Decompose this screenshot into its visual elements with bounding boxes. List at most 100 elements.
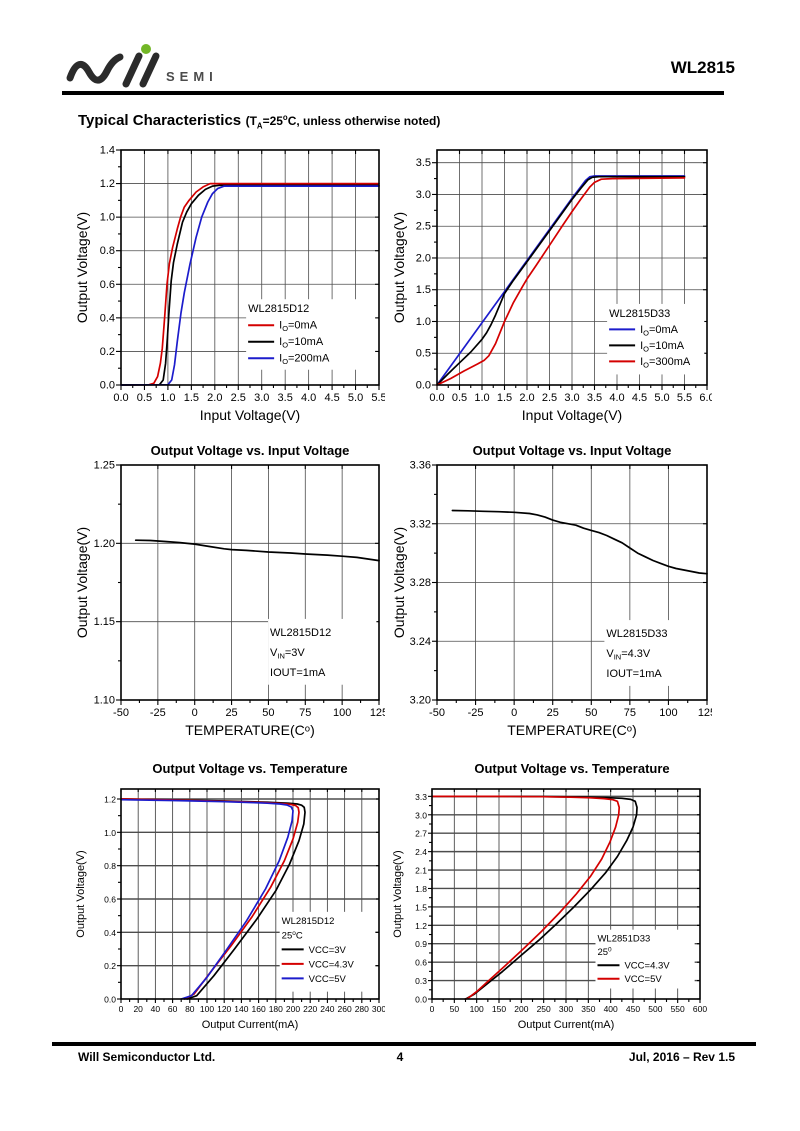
svg-text:0.0: 0.0 [415,995,427,1005]
chart-canvas-vout-vs-vin-d33: WL2815D33 IO=0mA IO=10mA IO=300mA 0.0 0.5 1.0 1… [391,149,715,423]
svg-text:3.36: 3.36 [410,460,431,472]
svg-text:140: 140 [234,1004,248,1014]
svg-text:50: 50 [450,1004,460,1014]
svg-text:350: 350 [581,1004,595,1014]
svg-text:TEMPERATURE(Co): TEMPERATURE(Co) [507,722,637,738]
svg-text:5.5: 5.5 [371,392,385,404]
svg-text:125: 125 [370,707,385,719]
svg-text:400: 400 [604,1004,618,1014]
svg-text:0.0: 0.0 [429,392,444,404]
svg-text:60: 60 [168,1004,178,1014]
svg-text:Output Voltage(V): Output Voltage(V) [392,212,407,323]
svg-text:1.5: 1.5 [497,392,512,404]
svg-text:Output Voltage(V): Output Voltage(V) [392,850,404,937]
svg-text:25oC: 25oC [282,930,303,942]
section-subtitle: (TA=25oC, unless otherwise noted) [245,113,441,131]
svg-text:25: 25 [547,707,559,719]
svg-text:2.7: 2.7 [415,829,427,839]
footer-revision: Jul, 2016 – Rev 1.5 [628,1050,735,1064]
svg-text:2.0: 2.0 [519,392,534,404]
svg-text:0.0: 0.0 [104,995,116,1005]
svg-text:VCC=5V: VCC=5V [624,974,662,985]
svg-text:0: 0 [119,1004,124,1014]
svg-text:1.5: 1.5 [416,284,431,296]
chart-canvas-vout-vs-iout-d33: WL2851D33 250 VCC=4.3V VCC=5V 0 50 100 150 200 25… [392,788,707,1031]
svg-text:-50: -50 [113,707,129,719]
svg-text:40: 40 [151,1004,161,1014]
part-number: WL2815 [670,58,735,77]
svg-text:600: 600 [693,1004,707,1014]
svg-text:IOUT=1mA: IOUT=1mA [606,668,662,680]
will-semi-logo: SEMI [62,44,242,97]
svg-text:100: 100 [659,707,677,719]
svg-text:Output Current(mA): Output Current(mA) [518,1019,615,1031]
chart-vout-vs-iout-d12: WL2815D12 25oC VCC=3V VCC=4.3V VCC=5V 0 20 40 60… [75,778,386,1041]
footer-company: Will Semiconductor Ltd. [78,1050,216,1064]
svg-text:125: 125 [698,707,712,719]
svg-text:250: 250 [537,1004,551,1014]
section-heading: Typical Characteristics (TA=25oC, unless… [78,112,440,130]
chart-caption: Output Voltage vs. Temperature [474,761,670,776]
chart-caption: Output Voltage vs. Input Voltage [150,443,350,458]
svg-text:200: 200 [514,1004,528,1014]
chart-vout-vs-temp-d12: WL2815D12 VIN=3V IOUT=1mA -50 -25 0 25 50 75 100 1… [74,452,388,777]
svg-text:0.9: 0.9 [415,939,427,949]
svg-text:IOUT=1mA: IOUT=1mA [270,667,326,679]
svg-text:0: 0 [192,707,198,719]
svg-text:VCC=3V: VCC=3V [309,945,347,956]
svg-text:4.0: 4.0 [301,392,316,404]
svg-text:1.10: 1.10 [94,695,115,707]
svg-text:Output Voltage(V): Output Voltage(V) [392,527,407,638]
svg-text:3.0: 3.0 [416,189,431,201]
svg-text:5.0: 5.0 [654,392,669,404]
chart-canvas-vout-vs-temp-d12: WL2815D12 VIN=3V IOUT=1mA -50 -25 0 25 50 75 100 1… [74,460,388,739]
svg-text:WL2815D12: WL2815D12 [270,627,331,639]
svg-text:VIN=4.3V: VIN=4.3V [606,648,651,662]
svg-text:50: 50 [585,707,597,719]
svg-text:IO=300mA: IO=300mA [640,356,691,370]
chart-canvas-vout-vs-iout-d12: WL2815D12 25oC VCC=3V VCC=4.3V VCC=5V 0 20 40 60… [75,788,386,1031]
svg-text:3.3: 3.3 [415,792,427,802]
svg-text:IO=0mA: IO=0mA [640,324,679,338]
logo-green-dot [141,44,151,54]
footer-rule [52,1042,756,1046]
svg-text:80: 80 [185,1004,195,1014]
svg-text:IO=10mA: IO=10mA [640,340,685,354]
svg-text:Output Voltage(V): Output Voltage(V) [75,527,90,638]
svg-text:5.5: 5.5 [677,392,692,404]
logo-slash-2 [139,52,160,88]
svg-text:2.0: 2.0 [207,392,222,404]
svg-text:0: 0 [511,707,517,719]
svg-text:160: 160 [252,1004,266,1014]
svg-text:1.25: 1.25 [94,460,115,472]
svg-text:IO=200mA: IO=200mA [279,353,330,367]
svg-text:260: 260 [338,1004,352,1014]
svg-text:180: 180 [269,1004,283,1014]
svg-text:25: 25 [225,707,237,719]
svg-text:5.0: 5.0 [348,392,363,404]
header-rule [62,91,724,95]
svg-text:Output Voltage(V): Output Voltage(V) [75,212,90,323]
svg-text:0.3: 0.3 [415,976,427,986]
svg-text:3.28: 3.28 [410,577,431,589]
svg-text:250: 250 [597,947,612,959]
svg-text:100: 100 [200,1004,214,1014]
svg-text:VCC=5V: VCC=5V [309,974,347,985]
svg-text:240: 240 [320,1004,334,1014]
svg-text:3.0: 3.0 [415,810,427,820]
svg-text:-50: -50 [429,707,445,719]
svg-text:1.0: 1.0 [416,316,431,328]
svg-text:3.5: 3.5 [416,157,431,169]
svg-text:0.0: 0.0 [100,380,115,392]
svg-text:2.5: 2.5 [416,221,431,233]
svg-text:75: 75 [624,707,636,719]
svg-text:3.5: 3.5 [587,392,602,404]
svg-text:0.8: 0.8 [100,245,115,257]
svg-text:75: 75 [299,707,311,719]
svg-text:Output Current(mA): Output Current(mA) [202,1019,299,1031]
svg-text:0.0: 0.0 [416,380,431,392]
chart-vout-vs-vin-d12: WL2815D12 IO=0mA IO=10mA IO=200mA 0.0 0.5 1.0 1… [74,142,387,459]
svg-text:3.5: 3.5 [278,392,293,404]
svg-text:Input Voltage(V): Input Voltage(V) [522,407,622,423]
